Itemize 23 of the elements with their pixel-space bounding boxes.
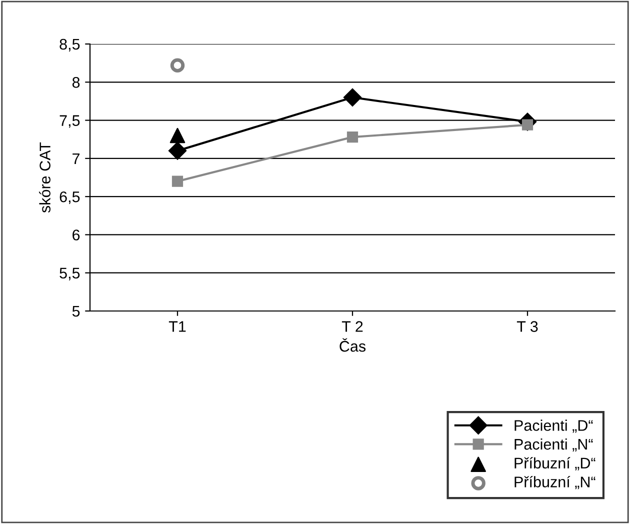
x-axis-title: Čas — [340, 338, 366, 352]
y-tick-label: 6,5 — [60, 191, 80, 204]
point — [170, 128, 186, 144]
point — [346, 132, 358, 143]
y-axis-title: skóre CAT — [39, 142, 50, 213]
legend-label: Pacienti „N“ — [514, 438, 593, 452]
y-tick-label: 6 — [72, 230, 80, 240]
point — [170, 58, 185, 72]
legend-label: Příbuzní „N“ — [514, 476, 596, 490]
y-tick-label: 8 — [72, 77, 80, 88]
legend-label: Příbuzní „D“ — [514, 457, 596, 470]
y-tick-label: 5,5 — [60, 268, 80, 280]
y-tick-label: 8,5 — [60, 38, 80, 52]
point — [168, 142, 187, 160]
x-tick-label: T1 — [168, 321, 186, 332]
legend-label: Pacienti „D“ — [514, 420, 593, 433]
x-tick-label: T 3 — [516, 321, 538, 332]
x-tick-label: T 2 — [342, 321, 363, 332]
point — [343, 88, 362, 106]
y-tick-label: 7 — [72, 153, 80, 164]
y-tick-label: 5 — [72, 306, 80, 317]
y-tick-label: 7,5 — [60, 115, 80, 128]
point — [172, 176, 184, 187]
